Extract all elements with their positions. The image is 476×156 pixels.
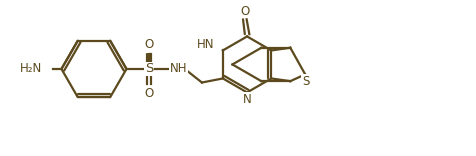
- Text: O: O: [144, 87, 153, 100]
- Text: NH: NH: [169, 62, 187, 76]
- Text: S: S: [145, 62, 153, 76]
- Text: S: S: [301, 75, 309, 88]
- Text: HN: HN: [197, 38, 214, 51]
- Text: N: N: [242, 93, 251, 106]
- Text: O: O: [240, 5, 249, 18]
- Text: O: O: [144, 38, 153, 51]
- Text: H₂N: H₂N: [20, 62, 42, 76]
